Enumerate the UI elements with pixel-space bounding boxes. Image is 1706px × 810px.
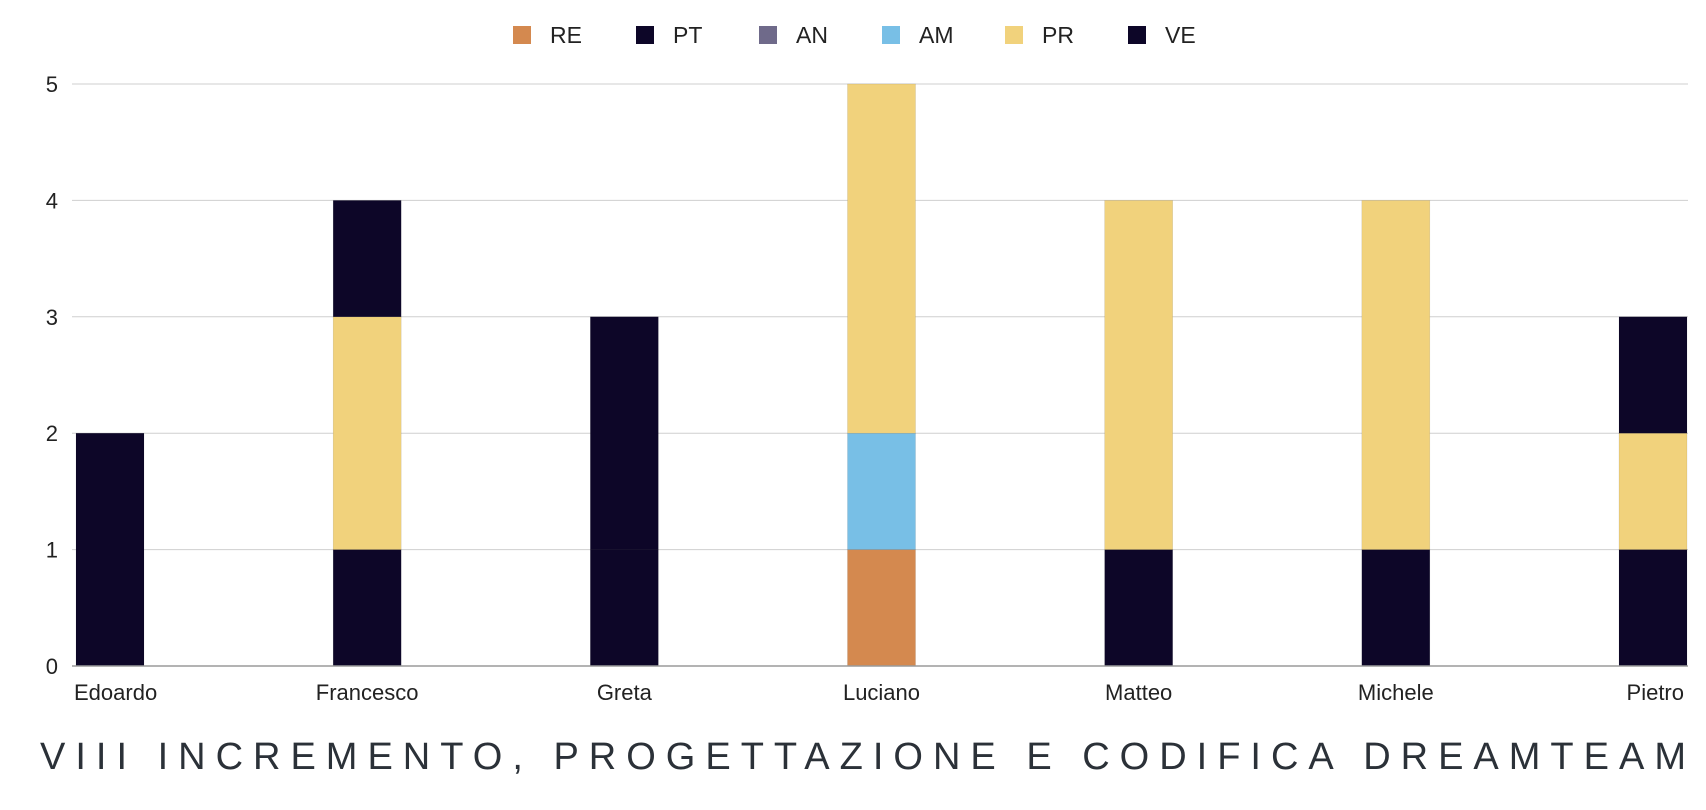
y-tick-label: 1 xyxy=(46,538,58,563)
bar-segment-pr xyxy=(1618,432,1688,550)
x-tick-label: Luciano xyxy=(843,680,920,705)
footer-title: VIII INCREMENTO, PROGETTAZIONE E CODIFIC… xyxy=(40,736,1344,778)
legend-item-pt: PT xyxy=(636,22,702,48)
bar-segment-pr xyxy=(1104,200,1173,550)
legend-item-ve: VE xyxy=(1128,22,1196,48)
legend-swatch xyxy=(1005,26,1023,44)
y-axis-ticks: 0 1 2 3 4 5 xyxy=(46,72,58,679)
legend-swatch xyxy=(1128,26,1146,44)
y-tick-label: 0 xyxy=(46,654,58,679)
legend-item-pr: PR xyxy=(1005,22,1074,48)
bar-segment-pr xyxy=(332,316,402,550)
chart-legend: RE PT AN AM PR VE xyxy=(513,22,1196,48)
y-tick-label: 4 xyxy=(46,188,58,213)
bar-segment-pt xyxy=(1104,549,1173,667)
bar-segment-ve xyxy=(75,432,145,667)
y-tick-label: 2 xyxy=(46,421,58,446)
bar-segment-am xyxy=(847,432,916,550)
x-tick-label: Michele xyxy=(1358,680,1434,705)
y-tick-label: 5 xyxy=(46,72,58,97)
x-tick-label: Matteo xyxy=(1105,680,1172,705)
x-tick-label: Francesco xyxy=(316,680,419,705)
bar-segment-pt xyxy=(1361,549,1431,667)
bar-segment-pt xyxy=(590,549,659,667)
x-tick-label: Edoardo xyxy=(74,680,157,705)
legend-label: AN xyxy=(796,22,828,48)
legend-swatch xyxy=(759,26,777,44)
bar-segment-pt xyxy=(1618,549,1688,667)
bar-segment-ve xyxy=(332,200,402,318)
bar-segment-ve xyxy=(1618,316,1688,434)
legend-label: PR xyxy=(1042,22,1074,48)
bar-segment-ve xyxy=(590,316,659,550)
legend-label: PT xyxy=(673,22,702,48)
y-tick-label: 3 xyxy=(46,305,58,330)
legend-swatch xyxy=(513,26,531,44)
bar-segment-pt xyxy=(332,549,402,667)
legend-swatch xyxy=(882,26,900,44)
chart-bars xyxy=(75,83,1688,667)
stacked-bar-chart: RE PT AN AM PR VE 0 1 2 3 4 5 Edoardo Francesco Gret… xyxy=(46,22,1688,705)
bar-segment-pr xyxy=(847,83,916,434)
legend-item-am: AM xyxy=(882,22,954,48)
legend-label: VE xyxy=(1165,22,1196,48)
x-tick-label: Greta xyxy=(597,680,653,705)
slide-footer: VIII INCREMENTO, PROGETTAZIONE E CODIFIC… xyxy=(0,730,1706,790)
legend-swatch xyxy=(636,26,654,44)
x-axis-ticks: Edoardo Francesco Greta Luciano Matteo Michel… xyxy=(74,680,1684,705)
legend-label: AM xyxy=(919,22,954,48)
bar-segment-pr xyxy=(1361,200,1431,550)
x-tick-label: Pietro xyxy=(1627,680,1684,705)
legend-label: RE xyxy=(550,22,582,48)
legend-item-re: RE xyxy=(513,22,582,48)
footer-team-name: DREAMTEAM xyxy=(1363,736,1696,778)
legend-item-an: AN xyxy=(759,22,828,48)
bar-segment-re xyxy=(847,549,916,667)
